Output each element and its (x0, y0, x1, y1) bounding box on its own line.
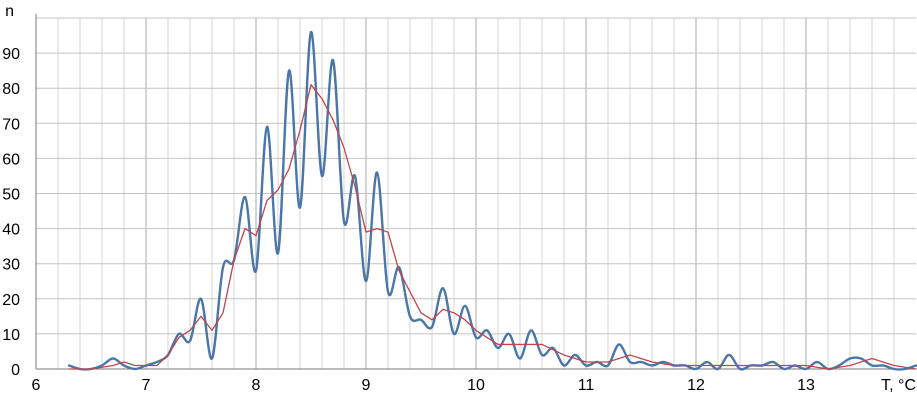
x-axis-label: T, °C (881, 377, 916, 394)
series-line-red (68, 84, 917, 370)
y-tick-label: 40 (2, 222, 20, 239)
x-tick-label: 9 (362, 377, 371, 394)
y-tick-label: 90 (2, 46, 20, 63)
x-tick-label: 6 (32, 377, 41, 394)
y-tick-label: 0 (11, 362, 20, 379)
series-line-blue (67, 30, 917, 371)
y-tick-label: 70 (2, 116, 20, 133)
series-layer (67, 30, 917, 371)
x-tick-label: 10 (467, 377, 485, 394)
x-tick-label: 11 (578, 377, 595, 394)
x-tick-labels: 6 7 8 9 10 11 12 13 (32, 377, 815, 394)
y-tick-label: 30 (2, 257, 20, 274)
x-tick-label: 7 (142, 377, 151, 394)
x-tick-label: 8 (252, 377, 261, 394)
y-axis-label: n (5, 3, 14, 20)
x-tick-label: 13 (797, 377, 815, 394)
y-tick-label: 10 (2, 327, 20, 344)
y-tick-label: 80 (2, 81, 20, 98)
axes (35, 14, 916, 370)
y-tick-labels: 0 10 20 30 40 50 60 70 80 90 (2, 46, 20, 379)
x-tick-label: 12 (687, 377, 705, 394)
y-tick-label: 20 (2, 292, 20, 309)
y-tick-label: 50 (2, 187, 20, 204)
y-tick-label: 60 (2, 151, 20, 168)
